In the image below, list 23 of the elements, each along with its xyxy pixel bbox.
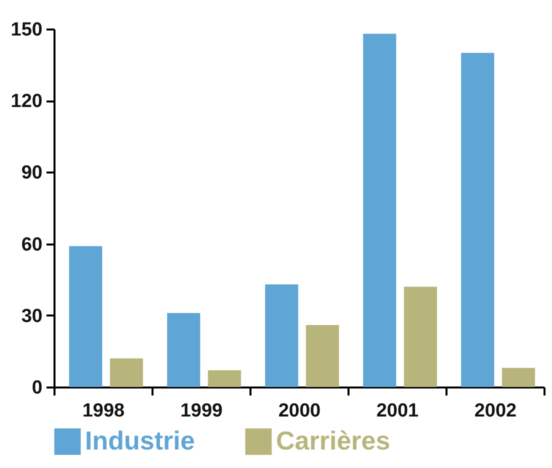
y-tick-label: 120 [10, 91, 42, 112]
y-tick-label: 30 [21, 306, 42, 327]
y-tick-label: 150 [10, 20, 42, 40]
x-tick-label: 1999 [180, 400, 223, 422]
y-tick-label: 90 [21, 162, 42, 184]
x-tick-label: 2001 [376, 400, 420, 422]
bar [167, 313, 200, 387]
bar [69, 246, 102, 387]
x-tick-label: 1998 [82, 400, 125, 422]
bar [404, 286, 438, 387]
x-tick-label: 2002 [474, 400, 517, 422]
legend-label: Carrières [276, 426, 390, 456]
bar [306, 324, 340, 387]
bar [265, 284, 298, 387]
y-tick-label: 60 [21, 234, 42, 256]
y-tick-label: 0 [32, 378, 42, 398]
x-tick-label: 2000 [278, 400, 321, 422]
bar [461, 52, 494, 387]
bar [208, 370, 242, 387]
bar [363, 34, 396, 387]
bar [502, 368, 536, 387]
bar [110, 358, 144, 387]
legend-label: Industrie [85, 426, 195, 456]
